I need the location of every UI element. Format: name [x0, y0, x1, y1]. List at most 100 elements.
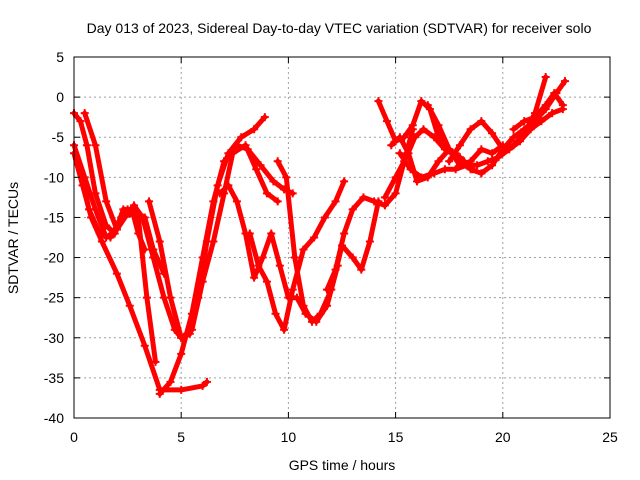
- data-point: [462, 161, 471, 170]
- axis-ticks: 0 5 10 15 20 25 -40 -35 -30 -25 -20 -15 -10 -5 0 5: [44, 49, 618, 445]
- data-point: [273, 157, 282, 166]
- data-point: [520, 125, 529, 134]
- data-point: [445, 157, 454, 166]
- y-tick-label: -15: [44, 209, 64, 225]
- data-point: [509, 141, 518, 150]
- data-point: [76, 165, 85, 174]
- series-sat-3: [71, 110, 148, 252]
- data-point: [76, 117, 85, 126]
- data-point: [151, 357, 160, 366]
- data-point: [340, 177, 349, 186]
- data-point: [322, 285, 331, 294]
- data-point: [395, 149, 404, 158]
- data-point: [155, 237, 164, 246]
- data-point: [273, 197, 282, 206]
- series-sat-18: [511, 90, 566, 132]
- series-sat-8: [217, 182, 341, 325]
- data-point: [125, 301, 134, 310]
- data-point: [290, 253, 299, 262]
- data-point: [440, 165, 449, 174]
- data-point: [187, 309, 196, 318]
- data-point: [548, 109, 557, 118]
- data-point: [220, 157, 229, 166]
- data-point: [488, 149, 497, 158]
- data-point: [395, 133, 404, 142]
- data-point: [530, 113, 539, 122]
- data-point: [331, 265, 340, 274]
- data-point: [130, 209, 139, 218]
- data-point: [541, 101, 550, 110]
- y-tick-label: 5: [56, 49, 64, 65]
- data-point: [473, 161, 482, 170]
- data-point: [331, 197, 340, 206]
- data-point: [509, 125, 518, 134]
- data-point: [451, 165, 460, 174]
- data-point: [357, 265, 366, 274]
- data-point: [82, 141, 91, 150]
- data-point: [541, 73, 550, 82]
- data-point: [209, 197, 218, 206]
- data-point: [402, 153, 411, 162]
- data-point: [477, 117, 486, 126]
- data-point: [560, 77, 569, 86]
- y-tick-label: 0: [56, 89, 64, 105]
- data-point: [451, 149, 460, 158]
- data-point: [440, 145, 449, 154]
- data-point: [102, 197, 111, 206]
- data-point: [477, 145, 486, 154]
- data-point: [307, 317, 316, 326]
- data-point: [387, 141, 396, 150]
- y-tick-label: -20: [44, 250, 64, 266]
- x-tick-label: 10: [281, 429, 297, 445]
- x-tick-label: 25: [602, 429, 618, 445]
- series-sat-15: [397, 106, 566, 180]
- data-point: [232, 197, 241, 206]
- data-point: [177, 349, 186, 358]
- data-point: [142, 293, 151, 302]
- data-point: [117, 213, 126, 222]
- data-point: [243, 145, 252, 154]
- y-tick-label: -10: [44, 169, 64, 185]
- x-tick-label: 5: [177, 429, 185, 445]
- data-point: [237, 133, 246, 142]
- data-point: [370, 197, 379, 206]
- data-point: [408, 121, 417, 130]
- x-axis-label: GPS time / hours: [289, 457, 396, 473]
- data-point: [391, 173, 400, 182]
- data-point: [166, 293, 175, 302]
- data-point: [130, 201, 139, 210]
- data-point: [430, 169, 439, 178]
- data-point: [413, 177, 422, 186]
- data-point: [149, 245, 158, 254]
- x-tick-label: 15: [388, 429, 404, 445]
- data-point: [256, 161, 265, 170]
- data-point: [280, 325, 289, 334]
- data-point: [558, 101, 567, 110]
- data-point: [106, 233, 115, 242]
- data-point: [202, 377, 211, 386]
- data-point: [215, 189, 224, 198]
- data-point: [80, 109, 89, 118]
- data-point: [91, 189, 100, 198]
- data-point: [520, 117, 529, 126]
- data-point: [155, 389, 164, 398]
- data-point: [119, 205, 128, 214]
- data-point: [359, 193, 368, 202]
- data-point: [483, 157, 492, 166]
- data-point: [260, 113, 269, 122]
- data-point: [434, 157, 443, 166]
- data-point: [177, 385, 186, 394]
- x-tick-label: 0: [70, 429, 78, 445]
- data-point: [267, 229, 276, 238]
- data-point: [145, 197, 154, 206]
- data-point: [316, 309, 325, 318]
- data-point: [140, 245, 149, 254]
- data-point: [466, 125, 475, 134]
- data-point: [455, 141, 464, 150]
- data-point: [269, 177, 278, 186]
- data-point: [232, 141, 241, 150]
- data-point: [550, 89, 559, 98]
- data-point: [262, 277, 271, 286]
- data-point: [417, 97, 426, 106]
- data-point: [299, 245, 308, 254]
